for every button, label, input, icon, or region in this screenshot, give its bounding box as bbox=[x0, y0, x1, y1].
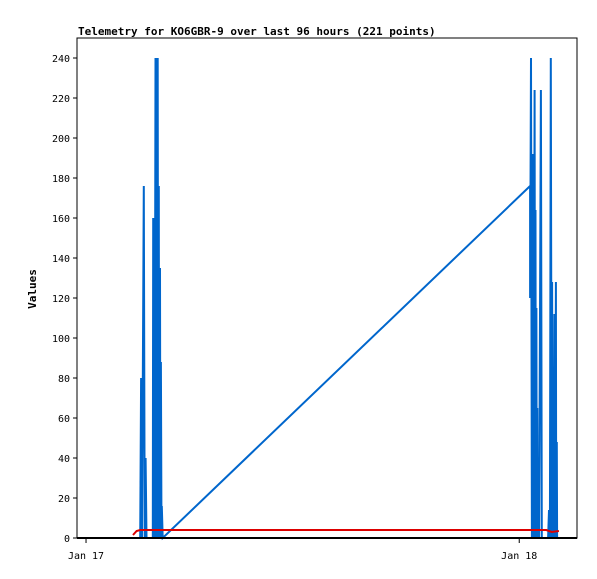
y-tick-label: 0 bbox=[64, 534, 70, 545]
y-tick-label: 40 bbox=[58, 454, 70, 465]
y-tick-label: 120 bbox=[52, 294, 70, 305]
y-tick-label: 100 bbox=[52, 334, 70, 345]
y-tick-label: 80 bbox=[58, 374, 70, 385]
series-line-2 bbox=[132, 529, 560, 536]
y-tick-label: 20 bbox=[58, 494, 70, 505]
chart-title: Telemetry for KO6GBR-9 over last 96 hour… bbox=[78, 25, 436, 38]
series-line-1 bbox=[139, 57, 559, 541]
y-axis-ticks: 0 20 40 60 80 100 120 140 160 180 200 220 240 bbox=[52, 54, 77, 545]
y-tick-label: 160 bbox=[52, 214, 70, 225]
x-tick-label: Jan 17 bbox=[68, 551, 104, 562]
y-tick-label: 240 bbox=[52, 54, 70, 65]
y-tick-label: 220 bbox=[52, 94, 70, 105]
x-tick-label: Jan 18 bbox=[501, 551, 537, 562]
y-tick-label: 60 bbox=[58, 414, 70, 425]
y-tick-label: 140 bbox=[52, 254, 70, 265]
y-axis-label: Values bbox=[26, 269, 39, 309]
y-tick-label: 200 bbox=[52, 134, 70, 145]
series-layer bbox=[132, 57, 560, 541]
y-tick-label: 180 bbox=[52, 174, 70, 185]
